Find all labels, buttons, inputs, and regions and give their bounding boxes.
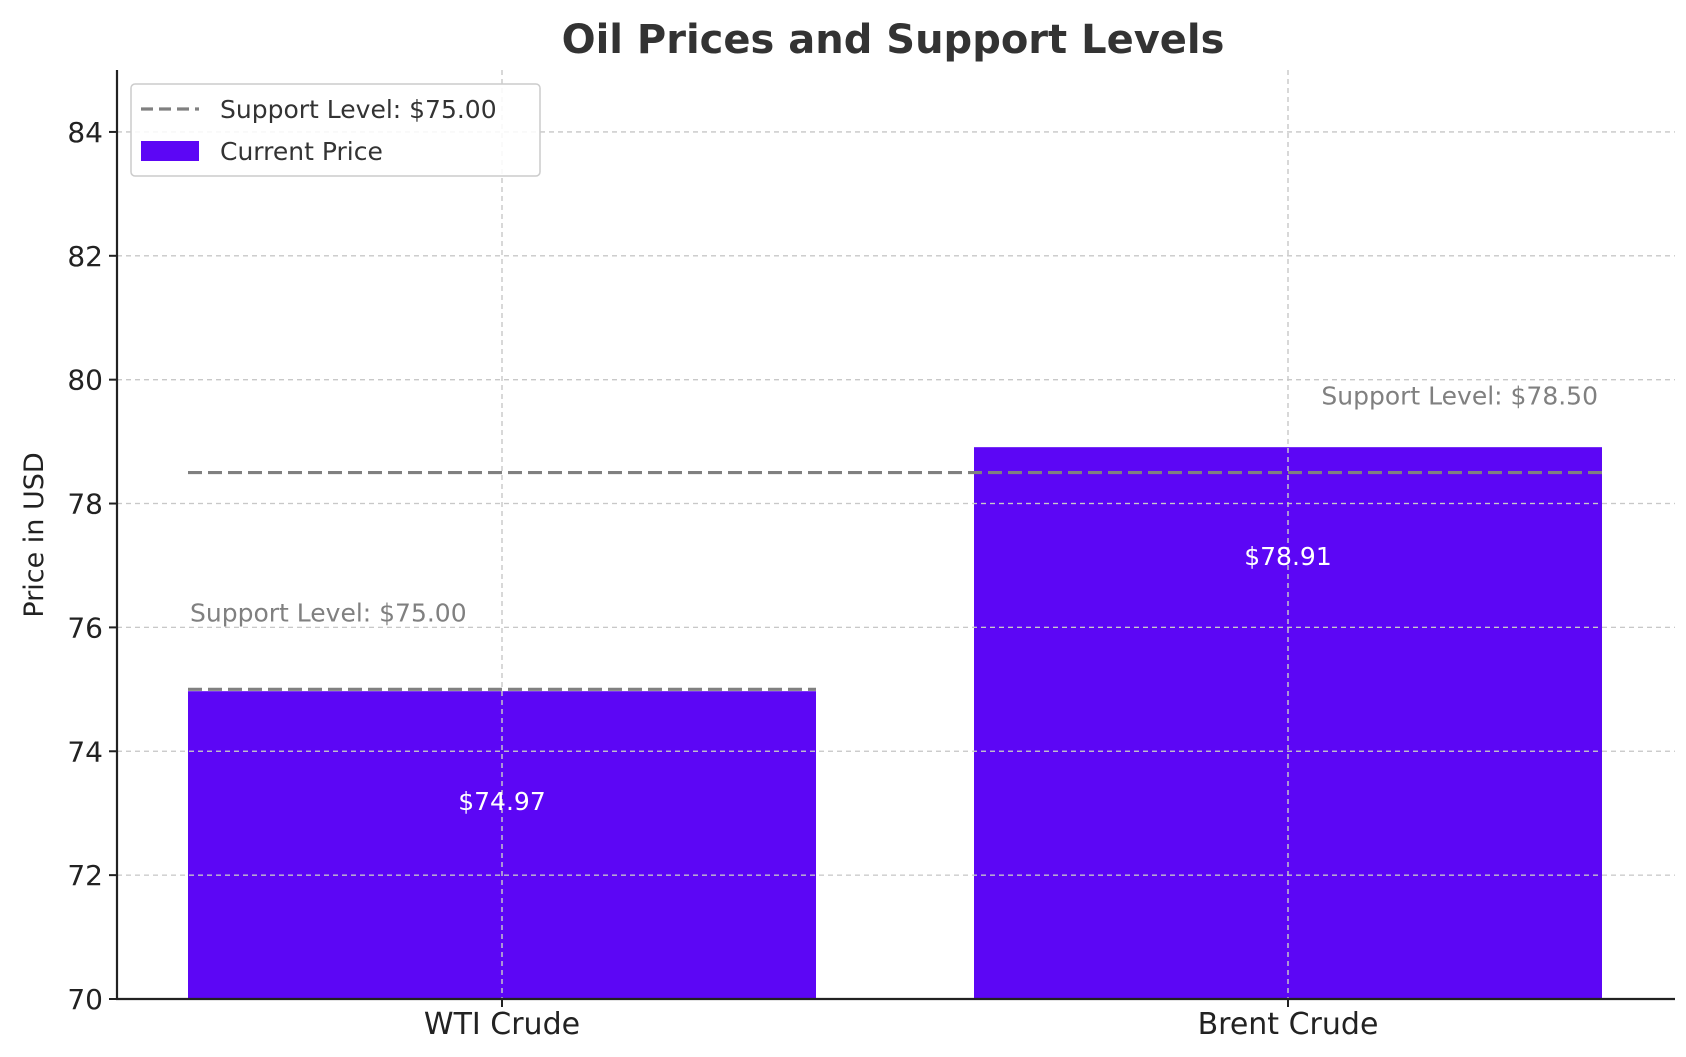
labels: 70 72 74 76 78 80 82 84 Support Level: $75.00 Sup…	[67, 116, 1598, 1042]
bar-value-label: $78.91	[1244, 542, 1331, 571]
y-tick-label: 72	[67, 859, 103, 892]
axes	[109, 70, 1675, 1007]
x-tick-label: WTI Crude	[424, 1007, 580, 1042]
bar-value-label: $74.97	[458, 787, 545, 816]
y-tick-label: 74	[67, 735, 103, 768]
legend-label-price: Current Price	[220, 137, 383, 166]
legend-label-support: Support Level: $75.00	[220, 95, 497, 124]
legend: Support Level: $75.00 Current Price	[130, 83, 541, 177]
grid	[117, 70, 1675, 999]
chart-title: Oil Prices and Support Levels	[562, 17, 1225, 63]
y-tick-label: 80	[67, 364, 103, 397]
y-tick-label: 84	[67, 116, 103, 149]
support-levels	[188, 470, 1602, 691]
y-axis-label: Price in USD	[19, 452, 50, 617]
y-tick-label: 82	[67, 240, 103, 273]
y-tick-label: 76	[67, 611, 103, 644]
y-tick-label: 70	[67, 983, 103, 1016]
legend-swatch-price	[141, 141, 199, 161]
bars	[188, 447, 1602, 999]
legend-box	[130, 83, 541, 177]
y-tick-label: 78	[67, 488, 103, 521]
support-level-label: Support Level: $75.00	[190, 598, 467, 627]
x-tick-label: Brent Crude	[1198, 1007, 1379, 1042]
support-level-label: Support Level: $78.50	[1321, 382, 1598, 411]
